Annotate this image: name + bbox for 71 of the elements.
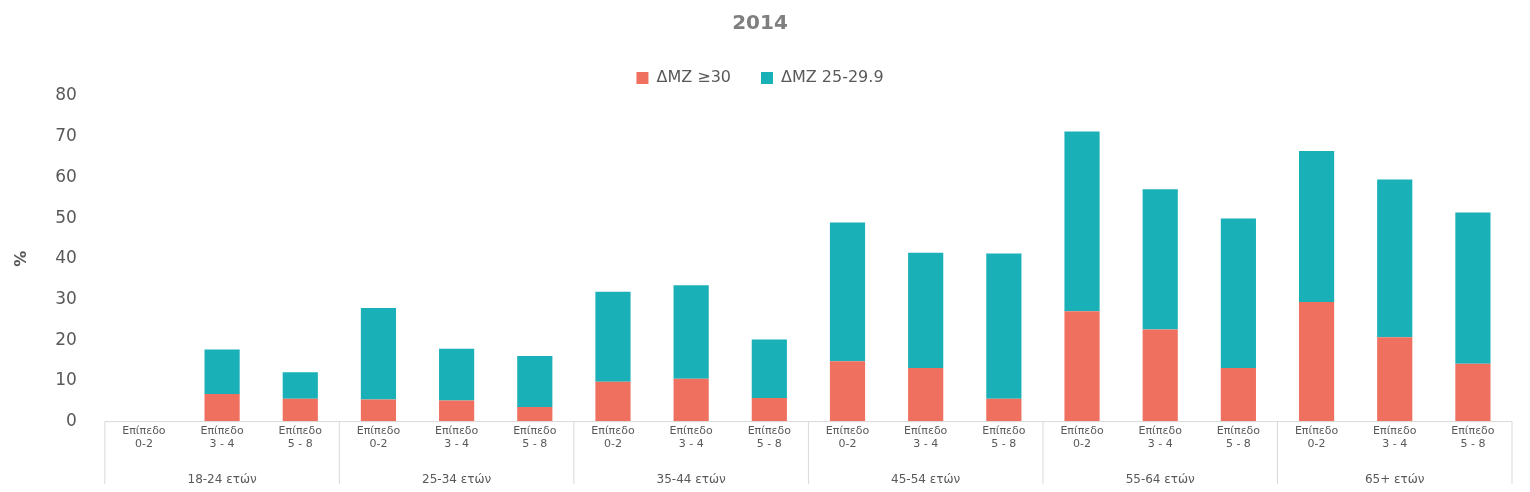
bar (1064, 131, 1100, 312)
bar (282, 372, 318, 399)
x-tick-label: Επίπεδο 3 - 4 (200, 424, 245, 451)
bar (1455, 212, 1491, 364)
bar (1220, 218, 1256, 368)
bar (908, 252, 944, 368)
bar (1377, 337, 1413, 422)
y-tick-label: 30 (55, 287, 77, 308)
text: 45-54 ετών (891, 471, 961, 486)
x-tick-label: Επίπεδο 3 - 4 (904, 424, 948, 451)
bar (986, 253, 1022, 399)
x-tick-label: Επίπεδο 3 - 4 (669, 424, 714, 451)
bar (1455, 363, 1491, 422)
bar (439, 400, 475, 422)
y-tick-label: 60 (55, 165, 77, 186)
bar (1298, 301, 1335, 422)
bar (1377, 179, 1413, 338)
y-tick-label: 10 (55, 369, 77, 390)
x-tick-label: Επίπεδο 5 - 8 (278, 424, 323, 451)
y-tick-label: 0 (66, 410, 77, 431)
bar (204, 393, 240, 422)
y-axis-title: % (10, 250, 30, 267)
y-tick-label: 70 (55, 125, 77, 146)
text: 25-34 ετών (422, 471, 492, 486)
bar (1298, 150, 1335, 302)
x-tick-label: Επίπεδο 5 - 8 (747, 424, 792, 451)
x-tick-label: Επίπεδο 5 - 8 (1216, 424, 1261, 451)
bar (439, 348, 475, 401)
x-tick-label: Επίπεδο 0-2 (1060, 424, 1104, 451)
bar (751, 339, 787, 398)
bar (595, 381, 631, 422)
x-tick-label: Επίπεδο 0-2 (825, 424, 870, 451)
legend-label: ΔΜΖ 25-29.9 (781, 67, 884, 87)
x-tick-label: Επίπεδο 0-2 (1294, 424, 1339, 451)
text: 35-44 ετών (656, 471, 727, 486)
bar (360, 308, 397, 400)
bar (829, 222, 866, 362)
y-tick-label: 40 (55, 247, 77, 268)
bar (1142, 189, 1178, 330)
x-tick-label: Επίπεδο 3 - 4 (1373, 424, 1417, 451)
text: 65+ ετών (1364, 471, 1425, 486)
y-tick-label: 80 (55, 84, 77, 105)
x-tick-label: Επίπεδο 3 - 4 (1138, 424, 1183, 451)
y-tick-label: 50 (55, 206, 77, 227)
bar (517, 356, 553, 407)
x-tick-label: Επίπεδο 5 - 8 (1451, 424, 1495, 451)
text: 18-24 ετών (187, 471, 257, 486)
bar (595, 291, 631, 382)
bar (829, 361, 866, 422)
bar (1064, 311, 1100, 422)
x-tick-label: Επίπεδο 0-2 (356, 424, 401, 451)
bar (282, 398, 318, 422)
x-tick-label: Επίπεδο 0-2 (591, 424, 635, 451)
bar (517, 406, 553, 422)
x-tick-label: Επίπεδο 5 - 8 (982, 424, 1026, 451)
bar (1142, 329, 1178, 422)
bar (204, 349, 240, 394)
x-tick-label: Επίπεδο 5 - 8 (513, 424, 557, 451)
text: 55-64 ετών (1125, 471, 1196, 486)
bar (673, 378, 709, 422)
bar (986, 398, 1022, 422)
bar (751, 397, 787, 422)
x-tick-label: Επίπεδο 3 - 4 (434, 424, 479, 451)
y-tick-label: 20 (55, 328, 77, 349)
x-tick-label: Επίπεδο 0-2 (122, 424, 166, 451)
legend-label: ΔΜΖ ≥30 (656, 67, 731, 87)
bar (908, 367, 944, 422)
bar (360, 399, 397, 422)
bar (673, 285, 709, 379)
chart-title: 2014 (732, 10, 788, 35)
bar (1220, 367, 1256, 422)
